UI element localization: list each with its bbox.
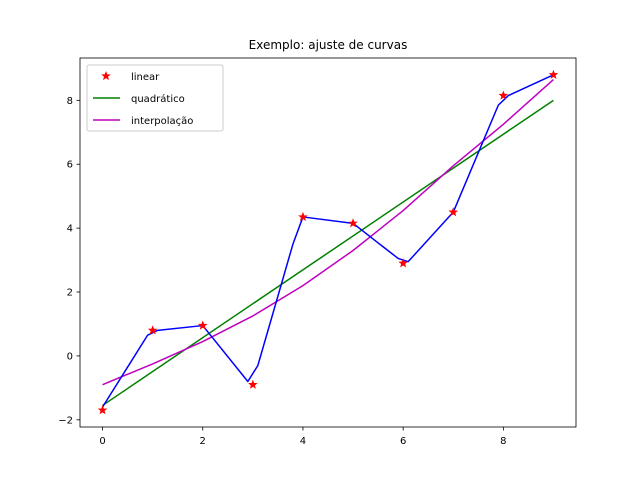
x-tick-label: 8	[500, 436, 506, 447]
data-point-star	[548, 69, 559, 79]
y-tick-label: 0	[67, 351, 73, 362]
legend-marker-star	[101, 70, 111, 81]
plot-frame	[79, 57, 577, 428]
data-point-star	[348, 218, 358, 228]
y-tick-label: 4	[67, 224, 73, 235]
y-tick-label: −2	[58, 415, 73, 426]
chart-title: Exemplo: ajuste de curvas	[249, 38, 408, 52]
x-tick-label: 6	[400, 436, 406, 447]
data-point-star	[398, 258, 408, 268]
data-point-star	[498, 90, 509, 100]
data-point-star	[448, 207, 459, 217]
y-tick-label: 2	[67, 288, 73, 299]
y-tick-label: 6	[67, 160, 73, 171]
data-point-star	[298, 211, 308, 222]
x-tick-label: 4	[300, 436, 306, 447]
data-point-star	[97, 405, 108, 415]
data-point-star	[197, 320, 208, 330]
series-layer	[97, 69, 559, 415]
data-point-star	[147, 325, 158, 335]
series-line-2	[102, 79, 554, 386]
axes-layer: 0 2 4 6 8 −2 0 2 4 6 8	[58, 96, 506, 447]
legend-label: interpolação	[131, 116, 193, 127]
data-point-star	[248, 379, 258, 389]
x-tick-label: 0	[99, 436, 105, 447]
x-tick-label: 2	[200, 436, 206, 447]
y-tick-label: 8	[67, 96, 73, 107]
legend-label: linear	[131, 72, 160, 83]
legend-label: quadrático	[131, 93, 185, 105]
legend-box	[86, 64, 224, 132]
legend: linear quadrático interpolação	[86, 64, 224, 132]
